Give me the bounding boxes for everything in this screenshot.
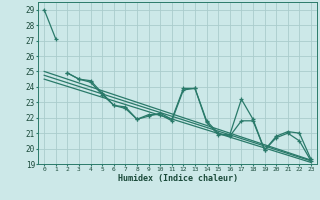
X-axis label: Humidex (Indice chaleur): Humidex (Indice chaleur): [118, 174, 238, 183]
